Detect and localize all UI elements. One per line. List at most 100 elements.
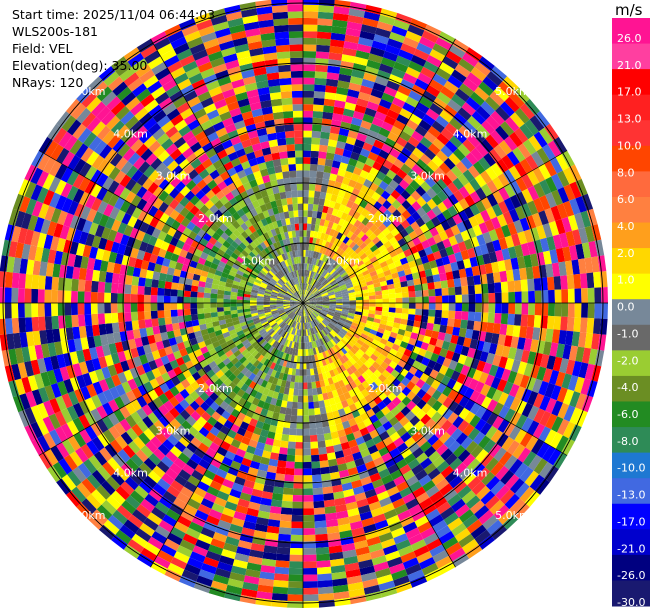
velocity-bin bbox=[81, 498, 97, 514]
velocity-bin bbox=[330, 166, 339, 175]
velocity-bin bbox=[386, 486, 400, 497]
velocity-bin bbox=[427, 126, 441, 139]
velocity-bin bbox=[503, 422, 516, 437]
velocity-bin bbox=[322, 426, 331, 434]
velocity-bin bbox=[398, 545, 414, 557]
velocity-bin bbox=[319, 218, 326, 227]
velocity-bin bbox=[315, 296, 323, 300]
velocity-bin bbox=[509, 180, 522, 195]
velocity-bin bbox=[416, 207, 427, 218]
velocity-bin bbox=[131, 509, 148, 523]
velocity-bin bbox=[526, 170, 540, 186]
velocity-bin bbox=[450, 165, 463, 178]
velocity-bin bbox=[4, 287, 12, 303]
velocity-bin bbox=[370, 353, 379, 362]
velocity-bin bbox=[525, 215, 537, 230]
velocity-bin bbox=[97, 292, 105, 303]
velocity-bin bbox=[424, 148, 437, 161]
velocity-bin bbox=[105, 271, 114, 283]
velocity-bin bbox=[246, 344, 254, 352]
velocity-bin bbox=[291, 514, 303, 522]
velocity-bin bbox=[317, 285, 324, 291]
velocity-bin bbox=[344, 321, 352, 328]
velocity-bin bbox=[344, 454, 355, 464]
velocity-bin bbox=[406, 400, 417, 411]
velocity-bin bbox=[448, 547, 466, 562]
velocity-bin bbox=[536, 366, 547, 381]
velocity-bin bbox=[244, 378, 253, 387]
velocity-bin bbox=[351, 354, 360, 363]
velocity-bin bbox=[495, 484, 510, 500]
velocity-bin bbox=[124, 303, 131, 313]
velocity-bin bbox=[230, 357, 239, 366]
velocity-bin bbox=[429, 171, 441, 184]
velocity-bin bbox=[285, 360, 291, 368]
velocity-bin bbox=[452, 269, 461, 280]
velocity-bin bbox=[282, 487, 294, 495]
velocity-bin bbox=[303, 395, 309, 403]
velocity-bin bbox=[305, 256, 308, 264]
velocity-bin bbox=[484, 96, 500, 111]
velocity-bin bbox=[255, 420, 265, 430]
velocity-bin bbox=[223, 435, 234, 445]
velocity-bin bbox=[352, 451, 363, 461]
velocity-bin bbox=[326, 72, 340, 81]
velocity-bin bbox=[326, 313, 334, 319]
velocity-bin bbox=[311, 312, 318, 318]
velocity-bin bbox=[336, 256, 343, 264]
velocity-bin bbox=[401, 209, 412, 220]
velocity-bin bbox=[480, 170, 493, 184]
velocity-bin bbox=[153, 555, 171, 569]
velocity-bin bbox=[519, 217, 530, 232]
velocity-bin bbox=[358, 559, 374, 569]
velocity-bin bbox=[148, 453, 161, 466]
velocity-bin bbox=[390, 125, 403, 137]
velocity-bin bbox=[144, 311, 152, 320]
velocity-bin bbox=[210, 298, 217, 303]
velocity-bin bbox=[164, 281, 172, 290]
velocity-bin bbox=[470, 358, 480, 370]
velocity-bin bbox=[341, 326, 349, 332]
velocity-bin bbox=[279, 520, 292, 529]
velocity-bin bbox=[317, 586, 334, 595]
velocity-bin bbox=[406, 195, 417, 206]
velocity-bin bbox=[295, 442, 303, 449]
velocity-bin bbox=[283, 387, 290, 395]
velocity-bin bbox=[337, 279, 345, 285]
velocity-bin bbox=[492, 389, 503, 403]
velocity-bin bbox=[130, 453, 144, 468]
velocity-bin bbox=[391, 343, 400, 352]
velocity-bin bbox=[338, 523, 352, 533]
velocity-bin bbox=[388, 74, 403, 85]
velocity-bin bbox=[303, 296, 305, 303]
velocity-bin bbox=[485, 476, 501, 491]
velocity-bin bbox=[322, 392, 329, 401]
velocity-bin bbox=[447, 99, 462, 113]
velocity-bin bbox=[289, 428, 297, 436]
velocity-bin bbox=[379, 338, 388, 346]
velocity-bin bbox=[435, 339, 444, 349]
velocity-bin bbox=[343, 108, 355, 118]
velocity-bin bbox=[377, 400, 387, 411]
velocity-bin bbox=[465, 544, 483, 559]
velocity-bin bbox=[303, 37, 317, 45]
velocity-bin bbox=[455, 294, 463, 303]
velocity-bin bbox=[422, 480, 436, 493]
velocity-bin bbox=[408, 337, 417, 346]
velocity-bin bbox=[440, 280, 449, 289]
velocity-bin bbox=[278, 328, 284, 336]
velocity-bin bbox=[350, 324, 358, 331]
velocity-bin bbox=[230, 295, 238, 300]
velocity-bin bbox=[349, 473, 361, 483]
velocity-bin bbox=[232, 454, 244, 464]
velocity-bin bbox=[339, 234, 347, 242]
velocity-bin bbox=[405, 273, 414, 281]
velocity-bin bbox=[420, 255, 430, 265]
velocity-bin bbox=[150, 287, 158, 296]
velocity-bin bbox=[335, 265, 343, 272]
velocity-bin bbox=[440, 145, 453, 158]
velocity-bin bbox=[243, 575, 260, 585]
velocity-bin bbox=[158, 496, 173, 509]
velocity-bin bbox=[490, 66, 508, 82]
velocity-bin bbox=[350, 151, 360, 161]
